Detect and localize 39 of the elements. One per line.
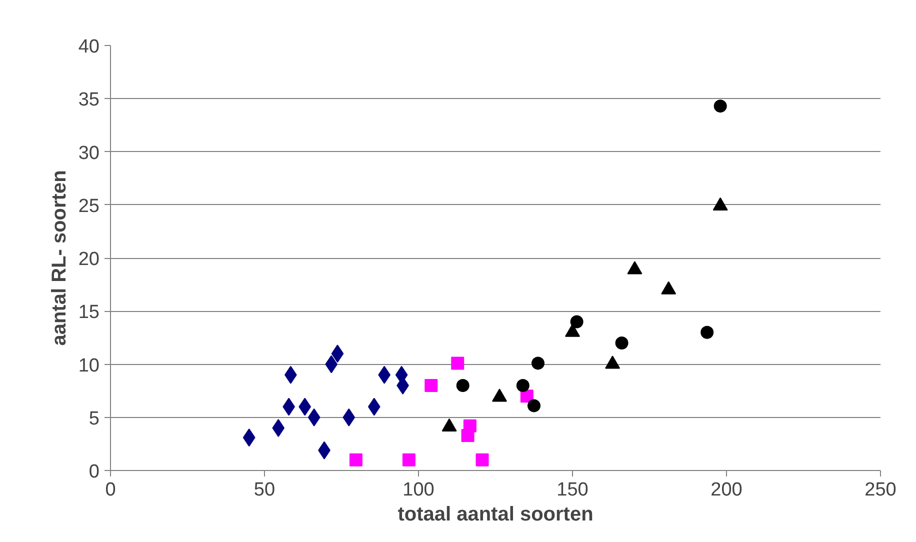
point (516, 379, 530, 392)
x-tick-label: 250 (864, 480, 896, 500)
y-axis-title: aantal RL- soorten (48, 170, 70, 346)
x-tick-label: 200 (710, 480, 742, 500)
point (349, 453, 362, 466)
point (402, 453, 416, 466)
x-tick-label: 0 (105, 480, 116, 500)
x-tick-label: 100 (402, 480, 434, 500)
y-tick-label: 5 (88, 408, 100, 430)
y-tick-label: 40 (78, 36, 100, 58)
y-tick-label: 20 (78, 249, 100, 270)
y-tick-label: 35 (78, 90, 100, 111)
point (325, 355, 338, 374)
point (528, 399, 540, 412)
point (532, 356, 545, 370)
point (308, 408, 320, 426)
point (461, 428, 474, 442)
point (368, 398, 380, 416)
point (298, 398, 312, 416)
y-tick-label: 30 (78, 142, 100, 164)
point (456, 379, 470, 392)
point (342, 408, 356, 426)
y-tick-label: 0 (88, 462, 100, 482)
point (714, 100, 727, 113)
y-tick-label: 25 (78, 196, 100, 217)
point (272, 419, 285, 437)
y-tick-label: 10 (78, 355, 100, 376)
x-tick-label: 150 (556, 480, 588, 500)
point (700, 326, 714, 339)
point (615, 336, 628, 350)
point (242, 428, 256, 447)
point (476, 453, 489, 466)
point (570, 315, 584, 328)
x-axis-title: totaal aantal soorten (398, 504, 594, 526)
point (424, 379, 438, 392)
x-tick-label: 50 (254, 480, 276, 500)
point (331, 344, 344, 363)
y-tick-label: 15 (78, 302, 100, 324)
point (451, 356, 464, 370)
